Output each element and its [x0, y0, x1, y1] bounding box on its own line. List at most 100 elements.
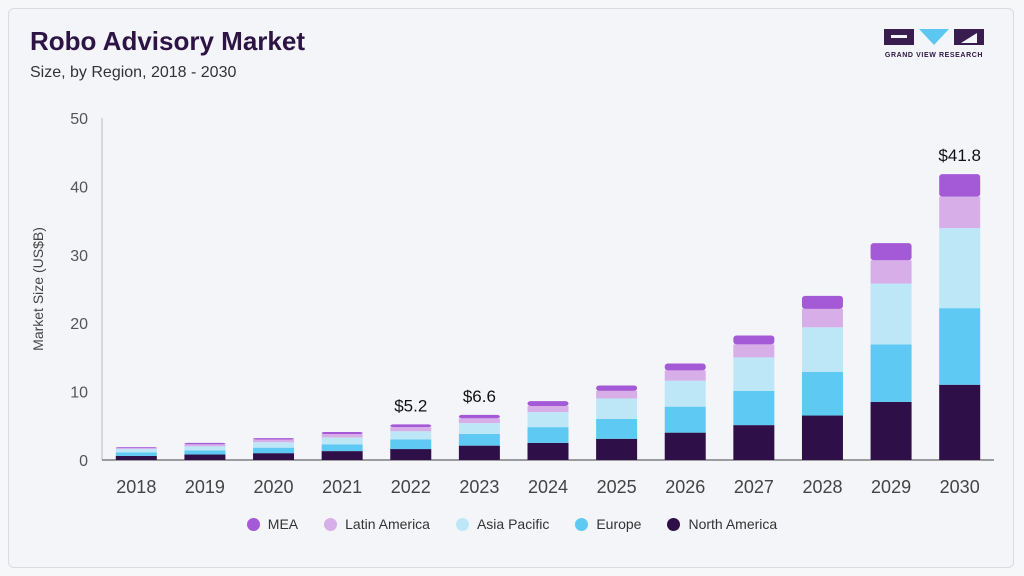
x-tick-label: 2026: [665, 477, 705, 497]
bar-segment-asia-pacific: [596, 398, 638, 419]
legend-swatch: [455, 517, 469, 531]
chart-labels: $5.2 $6.6 $41.8: [394, 146, 981, 415]
bar-segment-latin-america: [184, 444, 226, 447]
bar-segment-north-america: [870, 401, 912, 460]
x-tick-label: 2019: [185, 477, 225, 497]
legend-label: MEA: [267, 516, 299, 532]
bar-segment-mea: [664, 363, 706, 371]
bar-segment-latin-america: [801, 308, 843, 328]
data-label: $6.6: [463, 387, 496, 406]
bar-segment-asia-pacific: [664, 380, 706, 407]
bar-segment-asia-pacific: [527, 412, 569, 428]
legend-item: Asia Pacific: [455, 516, 549, 532]
bar-segment-north-america: [390, 449, 432, 460]
data-label: $5.2: [394, 396, 427, 415]
bar-segment-north-america: [253, 453, 295, 460]
x-tick-label: 2018: [116, 477, 156, 497]
bar-segment-mea: [390, 424, 432, 428]
bar-segment-asia-pacific: [801, 327, 843, 372]
x-tick-label: 2023: [459, 477, 499, 497]
bar-segment-north-america: [801, 415, 843, 460]
legend-item: Europe: [575, 516, 641, 532]
bar-segment-mea: [801, 295, 843, 309]
bar-segment-asia-pacific: [253, 442, 295, 448]
x-tick-label: 2029: [871, 477, 911, 497]
bar-segment-europe: [184, 450, 226, 455]
bar-segment-north-america: [733, 425, 775, 460]
bar-segment-europe: [527, 427, 569, 443]
bar-segment-latin-america: [321, 434, 363, 438]
legend-label: Latin America: [345, 516, 430, 532]
bar-segment-mea: [939, 174, 981, 197]
bar-segment-north-america: [664, 432, 706, 460]
legend-item: Latin America: [324, 516, 430, 532]
x-tick-label: 2030: [940, 477, 980, 497]
chart-subtitle: Size, by Region, 2018 - 2030: [30, 64, 237, 81]
bar-segment-north-america: [184, 454, 226, 460]
bar-segment-mea: [321, 431, 363, 435]
bar-segment-asia-pacific: [733, 357, 775, 391]
x-tick-label: 2028: [802, 477, 842, 497]
y-axis-title: Market Size (US$B): [30, 227, 46, 351]
x-tick-label: 2020: [254, 477, 294, 497]
bar-segment-north-america: [939, 384, 981, 460]
x-tick-label: 2021: [322, 477, 362, 497]
bar-segment-latin-america: [664, 370, 706, 381]
legend-swatch: [575, 517, 589, 531]
bar-segment-mea: [253, 438, 295, 440]
grand-view-research-logo-icon: [884, 29, 984, 45]
bar-segment-europe: [870, 344, 912, 402]
bar-segment-latin-america: [390, 427, 432, 432]
legend-swatch: [324, 517, 338, 531]
bar-segment-mea: [184, 442, 226, 445]
legend-item: MEA: [246, 516, 299, 532]
bar-segment-europe: [596, 418, 638, 439]
bar-segment-asia-pacific: [390, 431, 432, 440]
bar-segment-mea: [596, 385, 638, 391]
chart-card: [8, 8, 1014, 568]
y-tick-label: 0: [79, 453, 88, 470]
bar-segment-north-america: [596, 438, 638, 460]
x-tick-label: 2027: [734, 477, 774, 497]
legend-label: Europe: [596, 516, 642, 532]
bar-segment-mea: [527, 401, 569, 406]
bar-segment-north-america: [321, 451, 363, 460]
bar-segment-latin-america: [596, 390, 638, 399]
y-tick-label: 20: [70, 316, 88, 333]
bar-segment-mea: [733, 335, 775, 345]
bar-segment-north-america: [115, 455, 157, 460]
bar-segment-latin-america: [115, 447, 157, 450]
bar-segment-latin-america: [733, 344, 775, 358]
chart-title: Robo Advisory Market: [30, 26, 305, 56]
bar-segment-latin-america: [458, 418, 500, 424]
bar-segment-europe: [733, 390, 775, 426]
bar-segment-asia-pacific: [115, 449, 157, 453]
bar-segment-asia-pacific: [184, 446, 226, 451]
bar-segment-europe: [664, 406, 706, 433]
bar-segment-europe: [939, 308, 981, 385]
legend-item: North America: [667, 516, 777, 532]
bar-segment-mea: [115, 447, 157, 448]
y-tick-label: 30: [70, 248, 88, 265]
x-tick-label: 2024: [528, 477, 568, 497]
bar-segment-europe: [115, 452, 157, 456]
bar-segment-asia-pacific: [458, 423, 500, 435]
legend-swatch: [667, 517, 681, 531]
bar-segment-asia-pacific: [870, 283, 912, 345]
y-tick-label: 50: [70, 111, 88, 128]
legend-label: North America: [688, 516, 778, 532]
bar-segment-mea: [458, 414, 500, 419]
bar-segment-latin-america: [939, 196, 981, 229]
legend-swatch: [246, 517, 260, 531]
bar-segment-asia-pacific: [321, 437, 363, 445]
bar-segment-europe: [253, 447, 295, 454]
chart-legend: MEA Latin America Asia Pacific Europe North …: [0, 516, 1024, 532]
bar-segment-europe: [801, 371, 843, 416]
y-tick-label: 10: [70, 385, 88, 402]
bar-segment-latin-america: [527, 405, 569, 413]
y-tick-label: 40: [70, 179, 88, 196]
bar-segment-north-america: [527, 442, 569, 460]
bar-segment-mea: [870, 243, 912, 261]
